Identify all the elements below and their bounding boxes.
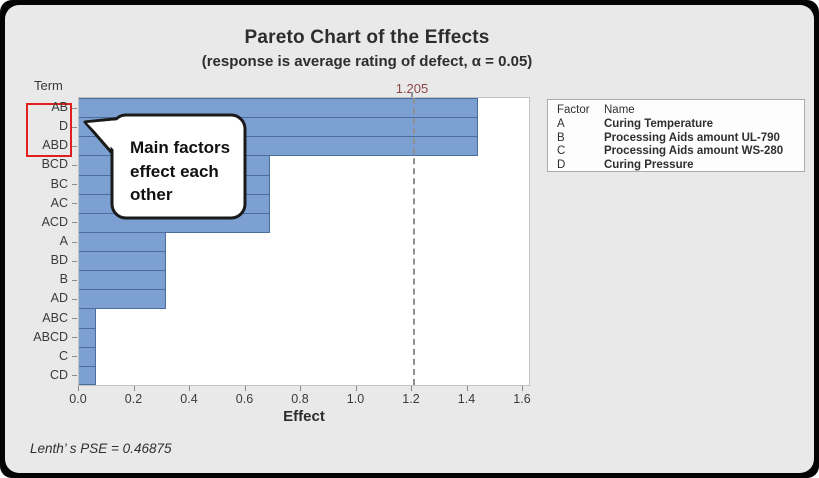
- term-label-ABD: ABD: [42, 138, 68, 153]
- y-axis-title: Term: [34, 78, 63, 93]
- bar-A: [79, 231, 166, 253]
- chart-titles: Pareto Chart of the Effects (response is…: [0, 27, 734, 70]
- callout-tail-fill: [87, 119, 131, 155]
- x-tick-label: 0.4: [180, 392, 198, 406]
- callout-line: effect each: [130, 161, 219, 181]
- callout-body: [110, 113, 247, 220]
- legend-header: Factor Name: [557, 104, 804, 118]
- y-tick: [72, 145, 77, 147]
- x-tick: [522, 386, 523, 391]
- legend-factor-name: Processing Aids amount WS-280: [604, 145, 784, 158]
- term-label-BC: BC: [50, 176, 68, 191]
- x-tick-label: 0.8: [291, 392, 309, 406]
- chart-subtitle: (response is average rating of defect, α…: [201, 53, 533, 70]
- x-tick: [355, 386, 357, 391]
- legend-factor-name: Curing Pressure: [604, 159, 694, 172]
- y-tick: [72, 337, 77, 339]
- y-tick: [72, 241, 77, 243]
- x-tick: [466, 386, 468, 391]
- y-tick: [72, 222, 77, 224]
- x-tick: [411, 386, 412, 391]
- x-tick-label: 1.0: [346, 392, 365, 406]
- x-tick-label: 0.2: [124, 392, 143, 406]
- reference-line-label: 1.205: [395, 81, 429, 96]
- bar-ABCD: [79, 327, 97, 348]
- x-tick: [300, 386, 301, 391]
- legend-factor: A: [557, 117, 565, 130]
- y-tick: [72, 203, 77, 205]
- callout-line: Main factors: [130, 138, 231, 157]
- bar-C: [79, 346, 97, 367]
- term-label-CD: CD: [49, 367, 68, 382]
- legend-factor: D: [557, 159, 566, 172]
- legend-factor: C: [557, 145, 566, 158]
- x-tick: [133, 386, 135, 391]
- term-label-ACD: ACD: [41, 214, 68, 229]
- callout-text: Main factors effect each other: [130, 136, 230, 207]
- x-tick-label: 1.4: [457, 392, 476, 406]
- term-label-BCD: BCD: [41, 157, 68, 172]
- x-tick-label: 0.0: [69, 392, 87, 406]
- y-tick: [72, 184, 77, 186]
- term-label-AC: AC: [50, 195, 68, 210]
- legend-header-name: Name: [604, 104, 635, 116]
- legend-row-C: C Processing Aids amount WS-280: [557, 145, 804, 159]
- term-label-A: A: [59, 234, 68, 248]
- term-label-ABCD: ABCD: [33, 329, 68, 344]
- factor-legend: Factor Name A Curing Temperature B Processi…: [547, 99, 805, 172]
- term-label-C: C: [58, 348, 68, 363]
- bar-B: [79, 270, 166, 291]
- callout-bubble: [83, 113, 247, 220]
- lenths-pse-note: Lenth’ s PSE = 0.46875: [30, 441, 172, 456]
- legend-header-factor: Factor: [557, 104, 590, 116]
- y-tick: [72, 279, 77, 281]
- y-tick: [72, 107, 77, 109]
- x-tick-label: 1.6: [513, 392, 531, 406]
- x-tick-label: 1.2: [402, 392, 420, 406]
- x-tick: [189, 386, 190, 391]
- y-tick: [72, 318, 77, 320]
- x-tick: [78, 386, 79, 391]
- bar-ABC: [79, 308, 97, 329]
- y-tick: [72, 375, 77, 377]
- term-label-D: D: [58, 119, 68, 134]
- legend-row-D: D Curing Pressure: [557, 159, 804, 173]
- legend-factor-name: Curing Temperature: [604, 117, 714, 130]
- reference-line: [413, 98, 416, 385]
- y-tick: [72, 164, 77, 166]
- x-axis-title: Effect: [283, 408, 325, 425]
- y-tick: [72, 356, 77, 358]
- callout-line: other: [130, 185, 173, 204]
- y-tick: [72, 126, 77, 128]
- y-tick: [72, 260, 77, 262]
- term-label-B: B: [59, 272, 68, 287]
- term-label-AB: AB: [51, 100, 68, 115]
- x-tick-label: 0.6: [235, 392, 254, 406]
- legend-factor-name: Processing Aids amount UL-790: [604, 131, 780, 144]
- chart-title: Pareto Chart of the Effects: [244, 27, 490, 48]
- term-label-BD: BD: [50, 253, 68, 268]
- highlight-box: [26, 103, 72, 157]
- bar-BD: [79, 251, 166, 272]
- reference-line-stub: [411, 92, 413, 97]
- bar-CD: [79, 365, 97, 385]
- term-label-ABC: ABC: [42, 310, 68, 325]
- legend-row-B: B Processing Aids amount UL-790: [557, 132, 804, 146]
- y-tick: [72, 298, 77, 300]
- legend-factor: B: [557, 131, 565, 144]
- term-label-AD: AD: [50, 291, 68, 306]
- bar-AD: [79, 289, 166, 310]
- legend-row-A: A Curing Temperature: [557, 118, 804, 132]
- x-tick: [244, 386, 246, 391]
